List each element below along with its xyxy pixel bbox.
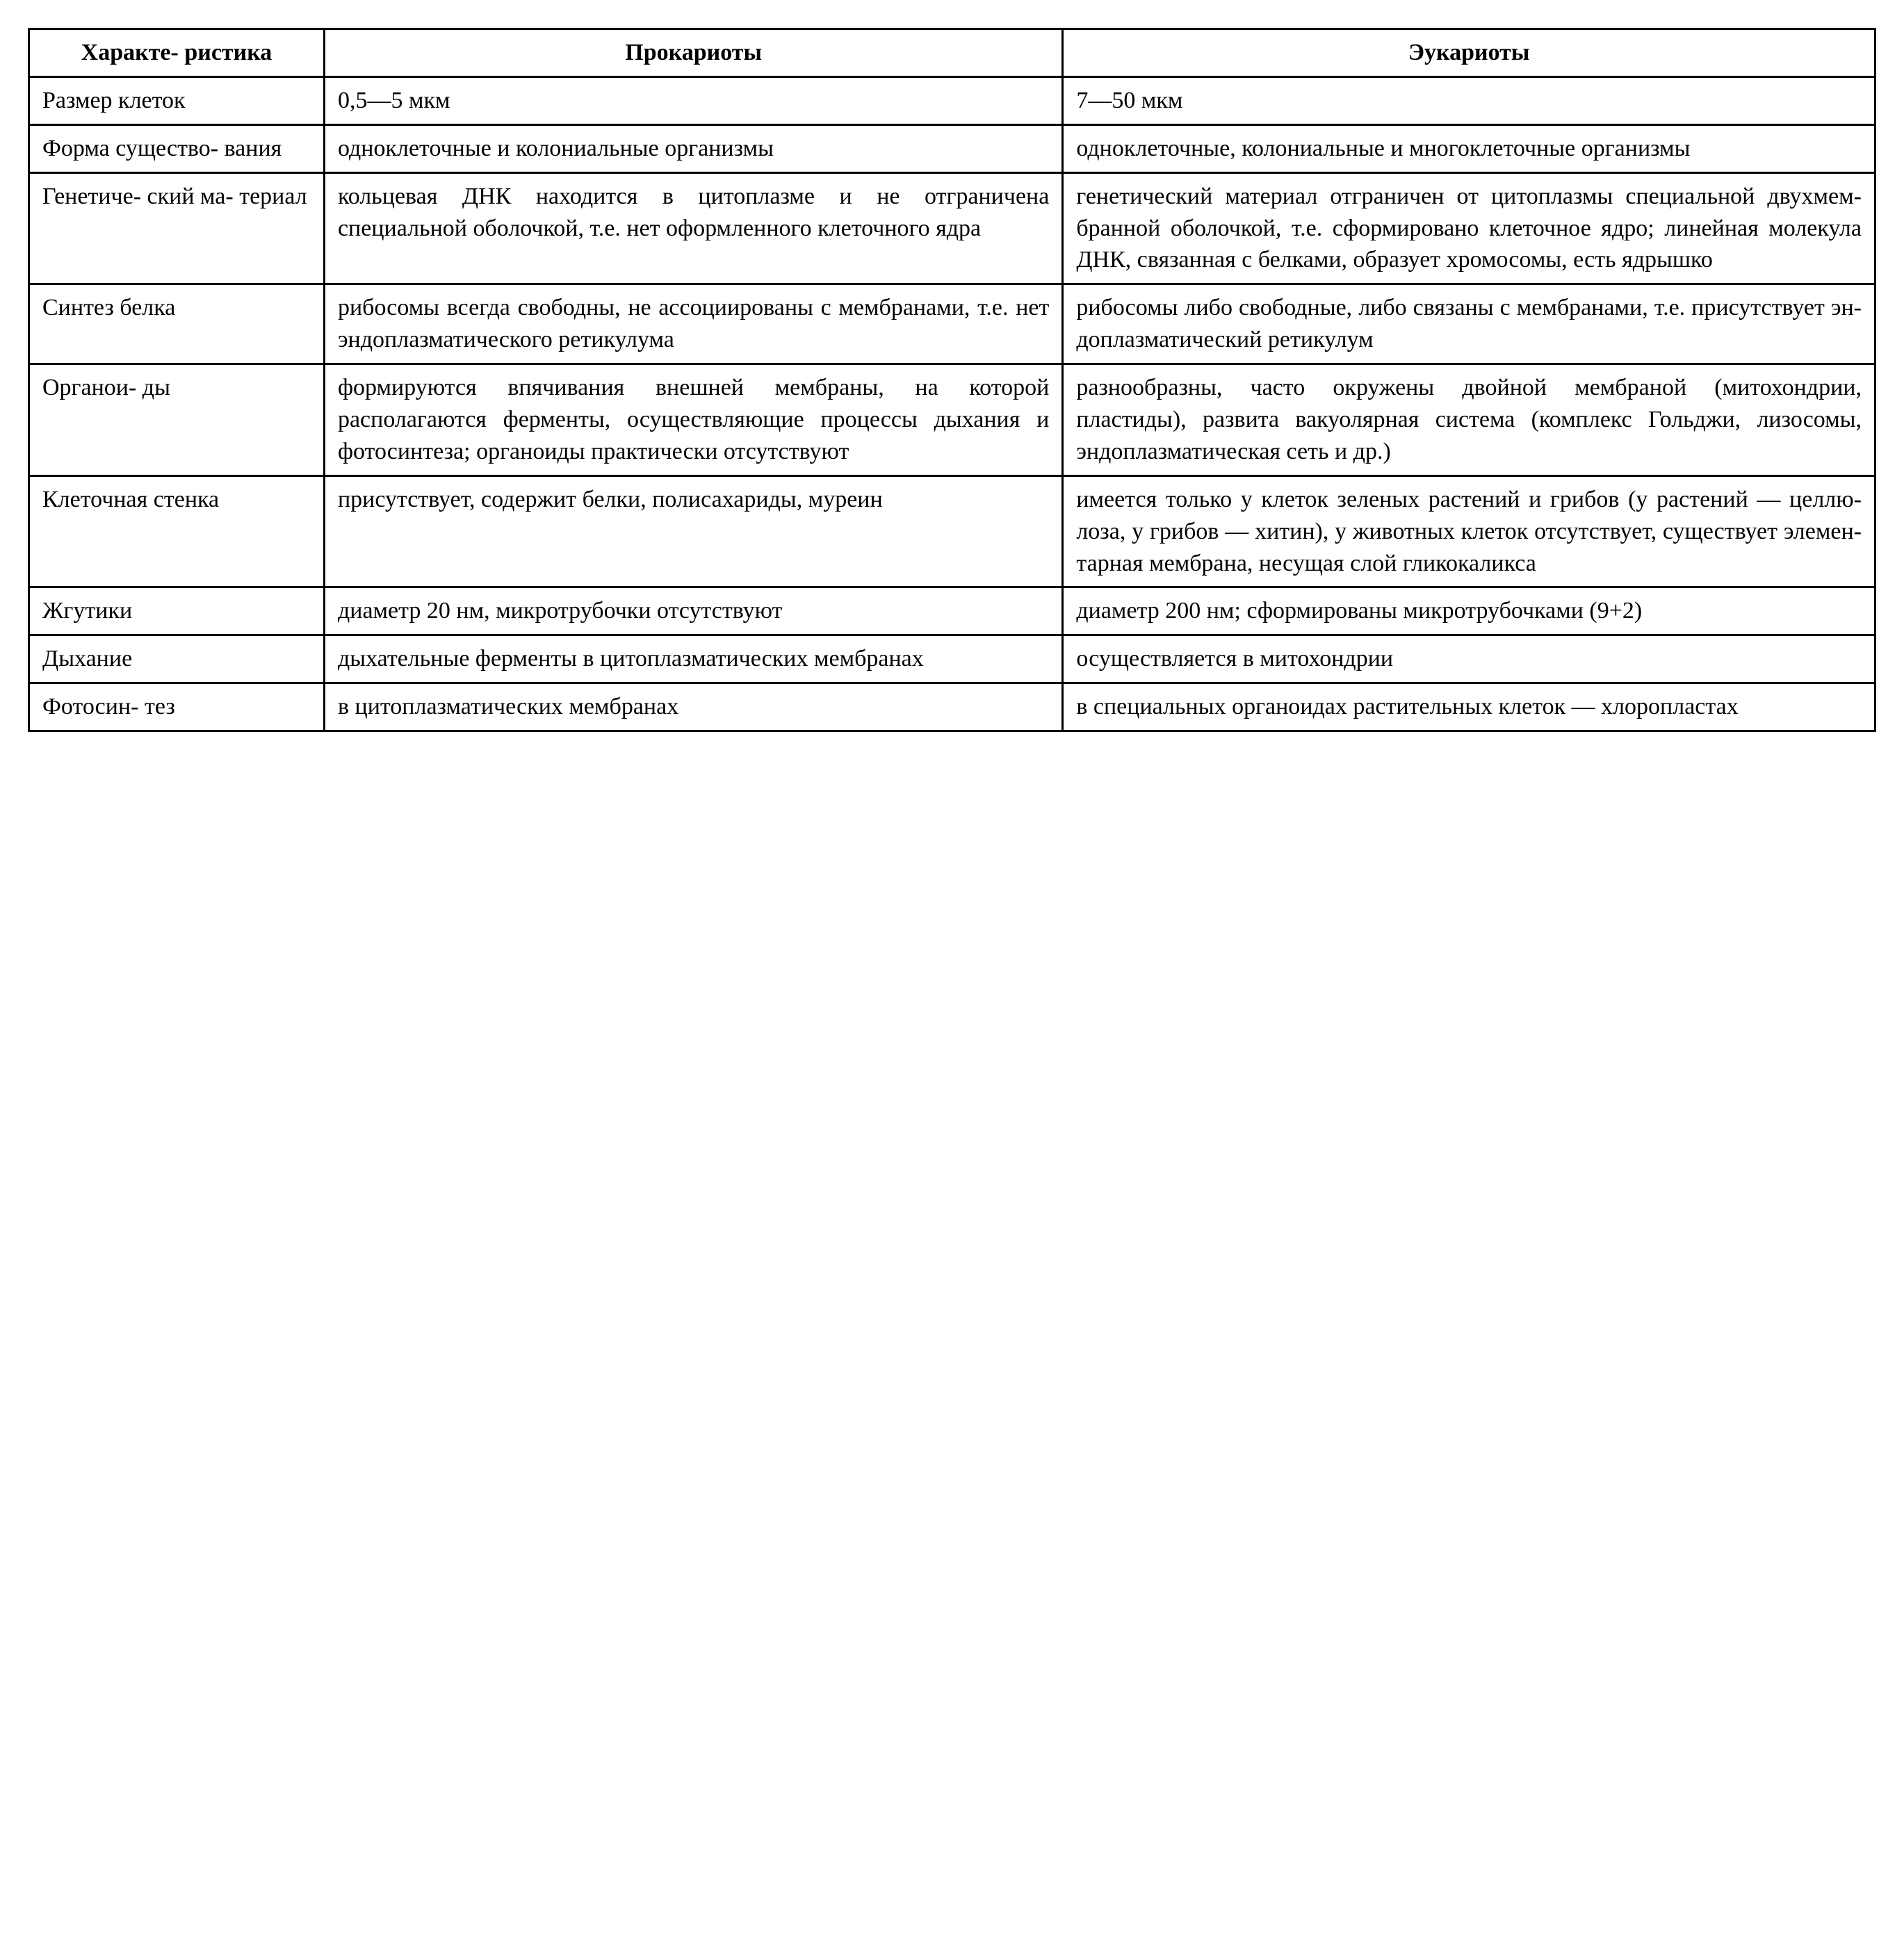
table-row: Форма существо- ванияодноклеточные и кол… (29, 124, 1875, 172)
col-header-characteristic: Характе- ристика (29, 29, 325, 77)
table-header: Характе- ристика Прокариоты Эукариоты (29, 29, 1875, 77)
cell-prokaryotes: дыхательные ферменты в цито­плазматическ… (324, 635, 1062, 683)
cell-characteristic: Синтез белка (29, 284, 325, 364)
table-row: Жгутикидиаметр 20 нм, микротрубочки отсу… (29, 587, 1875, 635)
cell-prokaryotes: одноклеточные и колониальные организмы (324, 124, 1062, 172)
table-row: Генетиче- ский ма- териалкольцевая ДНК н… (29, 172, 1875, 284)
cell-characteristic: Генетиче- ский ма- териал (29, 172, 325, 284)
table-row: Дыханиедыхательные ферменты в цито­плазм… (29, 635, 1875, 683)
cell-prokaryotes: кольцевая ДНК находится в цитоплазме и н… (324, 172, 1062, 284)
cell-characteristic: Фотосин- тез (29, 683, 325, 731)
cell-prokaryotes: 0,5—5 мкм (324, 76, 1062, 124)
table-body: Размер клеток0,5—5 мкм7—50 мкмФорма суще… (29, 76, 1875, 731)
cell-characteristic: Органои- ды (29, 364, 325, 476)
cell-eukaryotes: рибосомы либо свободные, либо связа­ны с… (1063, 284, 1875, 364)
comparison-table: Характе- ристика Прокариоты Эукариоты Ра… (28, 28, 1876, 732)
col-header-prokaryotes: Прокариоты (324, 29, 1062, 77)
cell-prokaryotes: присутствует, содержит белки, полисахари… (324, 475, 1062, 587)
col-header-eukaryotes: Эукариоты (1063, 29, 1875, 77)
cell-eukaryotes: 7—50 мкм (1063, 76, 1875, 124)
cell-characteristic: Форма существо- вания (29, 124, 325, 172)
cell-characteristic: Клеточная стенка (29, 475, 325, 587)
cell-eukaryotes: в специальных органоидах раститель­ных к… (1063, 683, 1875, 731)
cell-prokaryotes: в цитоплазматических мембра­нах (324, 683, 1062, 731)
cell-prokaryotes: диаметр 20 нм, микротрубочки отсутствуют (324, 587, 1062, 635)
table-row: Клеточная стенкаприсутствует, содержит б… (29, 475, 1875, 587)
table-row: Размер клеток0,5—5 мкм7—50 мкм (29, 76, 1875, 124)
cell-eukaryotes: диаметр 200 нм; сформированы микро­трубо… (1063, 587, 1875, 635)
cell-eukaryotes: осуществляется в митохондрии (1063, 635, 1875, 683)
cell-characteristic: Размер клеток (29, 76, 325, 124)
table-row: Фотосин- тезв цитоплазматических мембра­… (29, 683, 1875, 731)
cell-eukaryotes: генетический материал отграничен от цито… (1063, 172, 1875, 284)
cell-eukaryotes: разнообразны, часто окружены двойной мем… (1063, 364, 1875, 476)
cell-characteristic: Дыхание (29, 635, 325, 683)
cell-eukaryotes: имеется только у клеток зеленых рас­тени… (1063, 475, 1875, 587)
cell-prokaryotes: формируются впячивания внешней мембраны,… (324, 364, 1062, 476)
table-row: Синтез белкарибосомы всегда свободны, не… (29, 284, 1875, 364)
cell-characteristic: Жгутики (29, 587, 325, 635)
table-row: Органои- дыформируются впячивания внешне… (29, 364, 1875, 476)
cell-eukaryotes: одноклеточные, колониальные и мно­гоклет… (1063, 124, 1875, 172)
cell-prokaryotes: рибосомы всегда свободны, не ассоциирова… (324, 284, 1062, 364)
